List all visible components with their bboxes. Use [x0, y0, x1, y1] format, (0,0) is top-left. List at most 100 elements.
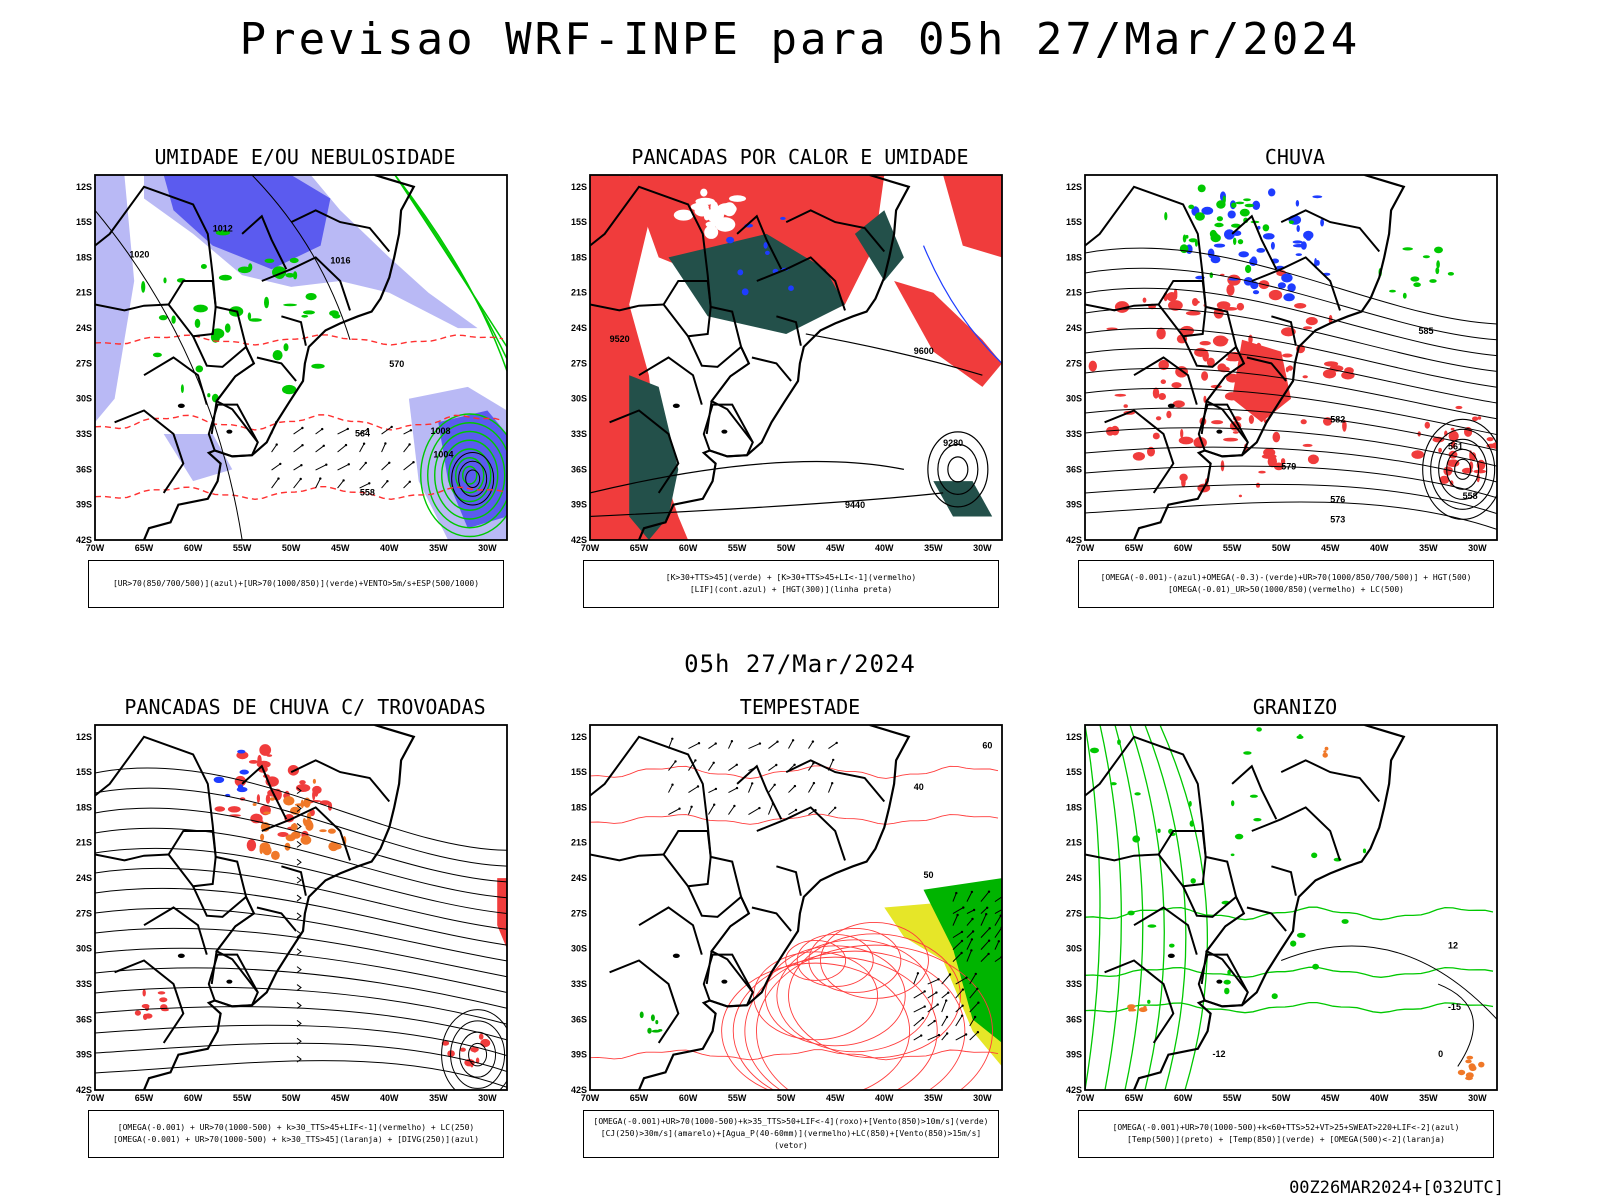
rain-fill-red	[1285, 366, 1289, 373]
humidity-contour-blob	[237, 266, 252, 274]
height-contour	[1085, 347, 1497, 404]
temp-contour-blob	[1271, 993, 1278, 1000]
wind-vector-head	[971, 917, 974, 921]
lat-tick-label: 12S	[571, 732, 587, 742]
storm-fill-red	[319, 800, 331, 806]
panel-pancadas-calor: PANCADAS POR CALOR E UMIDADE 9600 9520 944…	[565, 145, 1035, 625]
humidity-contour-blob	[248, 263, 253, 271]
lat-tick-label: 24S	[76, 873, 92, 883]
country-border	[114, 409, 185, 494]
lat-tick-label: 36S	[76, 464, 92, 474]
humidity-contour-blob	[158, 315, 168, 321]
rain-fill-blue	[1224, 229, 1235, 240]
contour-label: -15	[1448, 1002, 1461, 1012]
country-border	[192, 885, 256, 985]
coastline	[637, 175, 911, 540]
wind-vector-head	[322, 444, 325, 447]
wind-vector	[315, 478, 321, 489]
storm-fill-red	[161, 1008, 169, 1012]
temp-contour-blob	[1060, 887, 1062, 891]
water-contour	[820, 922, 929, 999]
rain-fill-red	[1152, 432, 1160, 440]
country-border	[638, 356, 703, 405]
wind-vector	[913, 1017, 924, 1027]
humidity-contour-blob	[311, 363, 325, 369]
humidity-contour-blob	[283, 343, 289, 352]
rain-fill-green	[1402, 292, 1407, 299]
storm-fill-orange	[327, 828, 336, 834]
rain-fill-green	[1216, 216, 1223, 222]
lon-tick-label: 60W	[1174, 1093, 1193, 1103]
wind-vector-head	[409, 429, 413, 432]
rain-fill-green	[1179, 244, 1189, 254]
rain-fill-red	[1248, 415, 1254, 424]
lat-tick-label: 39S	[1066, 500, 1082, 510]
wind-vector-head	[936, 1003, 939, 1006]
humidity-contour-blob	[180, 384, 184, 393]
rain-fill-green	[1185, 234, 1189, 239]
panel-chuva: CHUVA 585 582 579 576 573 561 558 12S 15S 18S 21S 2…	[1060, 145, 1530, 625]
wind-vector	[955, 1034, 967, 1041]
rain-fill-blue	[1303, 230, 1314, 240]
coastline	[637, 725, 911, 1090]
streamline	[95, 947, 507, 993]
storm-fill-red	[312, 785, 322, 794]
humidity-contour-blob	[163, 277, 167, 284]
wind-vector	[808, 763, 814, 771]
lon-tick-label: 70W	[581, 543, 600, 553]
wind-vector	[941, 974, 951, 985]
wind-vector	[952, 907, 964, 915]
wind-vector	[381, 443, 386, 453]
lat-tick-label: 24S	[571, 873, 587, 883]
storm-fill-red	[246, 839, 257, 852]
wind-vector-head	[713, 803, 716, 806]
rain-fill-red	[1217, 363, 1227, 372]
lat-tick-label: 42S	[1066, 1085, 1082, 1095]
contour-label: 576	[1330, 494, 1345, 504]
legend-line: [OMEGA(-0.001) + UR>70(1000-500) + k>30_…	[112, 1135, 480, 1144]
lon-tick-label: 65W	[1125, 543, 1144, 553]
wind-vector	[293, 444, 303, 453]
temp-contour-blob	[1296, 932, 1306, 938]
rain-fill-red	[1307, 454, 1319, 465]
lat-tick-label: 24S	[76, 323, 92, 333]
omega-fill-orange	[1465, 1059, 1472, 1064]
rain-fill-red	[1132, 452, 1145, 461]
rain-fill-red	[1180, 325, 1194, 336]
lat-tick-label: 30S	[571, 944, 587, 954]
wind-vector-head	[961, 988, 965, 991]
lat-tick-label: 18S	[76, 802, 92, 812]
rain-fill-red	[1477, 416, 1482, 420]
rain-fill-red	[1088, 360, 1097, 372]
rain-fill-green	[1188, 238, 1198, 243]
streamline	[95, 807, 507, 883]
wind-vector	[969, 1016, 976, 1027]
wind-vector-head	[955, 891, 958, 895]
streamline-arrow	[296, 787, 302, 795]
legend-box: [OMEGA(-0.001)-(azul)+OMEGA(-0.3)-(verde…	[1078, 560, 1494, 608]
rain-fill-red	[1300, 419, 1307, 425]
height-contour	[805, 333, 983, 376]
map-geography	[590, 725, 911, 1090]
wind-vector	[828, 783, 833, 793]
wind-vector-head	[987, 952, 990, 956]
wind-vector	[359, 428, 369, 435]
wind-vector	[768, 803, 774, 815]
rain-fill-green	[1243, 198, 1251, 202]
temp-contour-blob	[1253, 818, 1262, 822]
lat-tick-label: 15S	[1066, 217, 1082, 227]
map-chuva: 585 582 579 576 573 561 558 12S 15S 18S 21S 24S 27S 3…	[1066, 174, 1498, 553]
country-border	[751, 356, 792, 382]
lat-tick-label: 33S	[1066, 979, 1082, 989]
rain-fill-green	[1222, 195, 1226, 204]
wind-vector	[969, 1031, 979, 1041]
temp-contour-blob	[1249, 794, 1258, 798]
humidity-contour-blob	[211, 328, 225, 339]
wind-vector	[359, 482, 370, 489]
clear-patch	[673, 209, 694, 221]
contour-label: 1016	[330, 255, 350, 265]
clear-patch	[690, 202, 709, 211]
legend-box: [OMEGA(-0.001) + UR>70(1000-500) + k>30_…	[88, 1110, 504, 1158]
lat-tick-label: 33S	[1066, 429, 1082, 439]
wind-vector	[808, 782, 815, 793]
